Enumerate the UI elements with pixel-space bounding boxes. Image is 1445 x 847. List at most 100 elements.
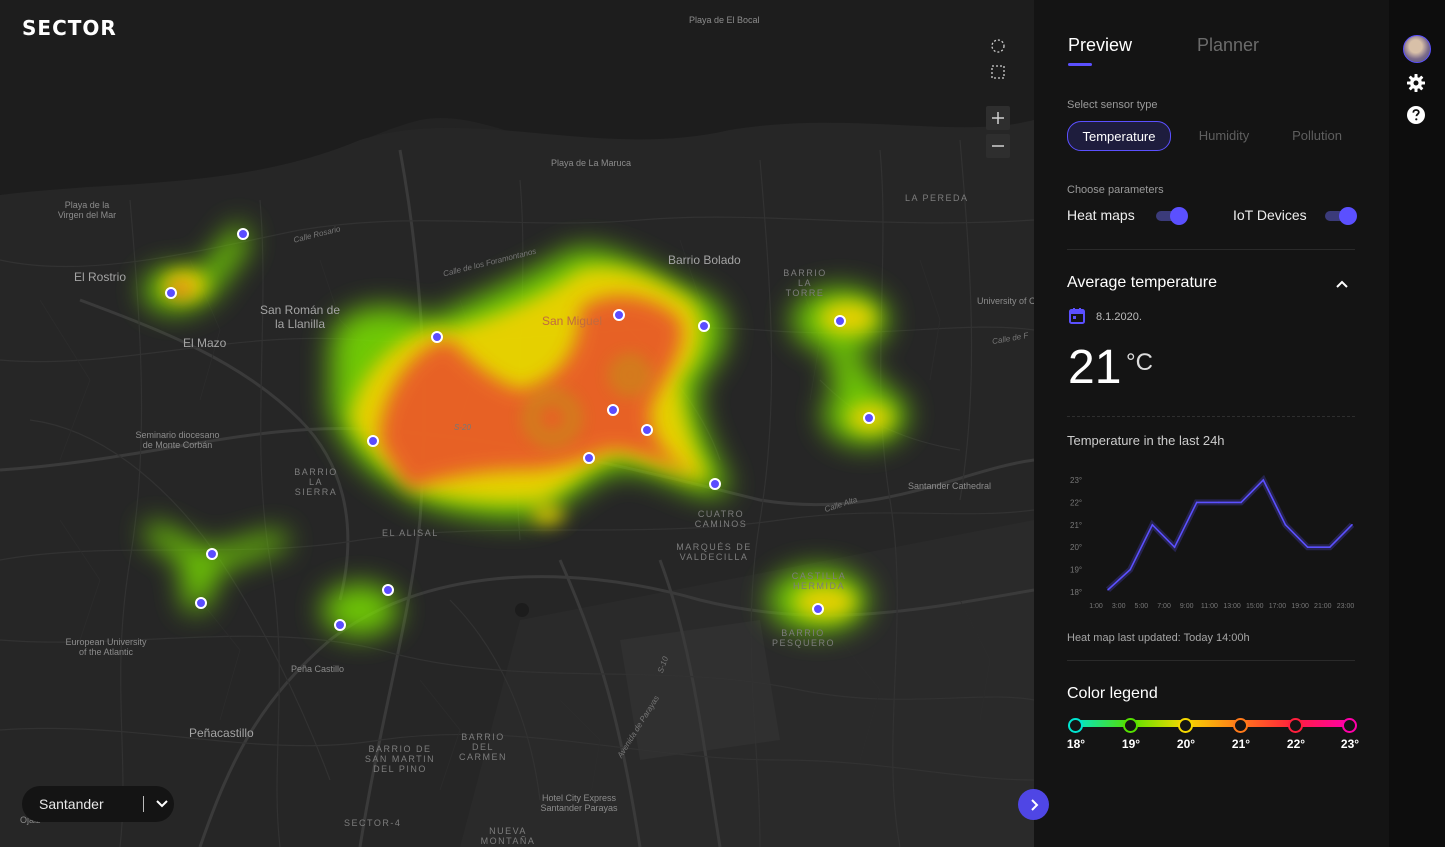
legend-stop	[1233, 718, 1248, 733]
x-tick-label: 11:00	[1201, 603, 1218, 610]
legend-label: 19°	[1121, 737, 1141, 751]
iot-device-marker[interactable]	[698, 320, 710, 332]
map-label: Ojaiz	[20, 815, 41, 825]
map-label: BARRIO DEL CARMEN	[458, 732, 507, 762]
heat-map-updated: Heat map last updated: Today 14:00h	[1067, 632, 1250, 644]
sensor-pollution-button[interactable]: Pollution	[1292, 127, 1342, 143]
temperature-unit: °C	[1126, 349, 1153, 376]
tab-preview[interactable]: Preview	[1068, 35, 1133, 55]
data-point	[1151, 524, 1154, 526]
map-label: El Mazo	[183, 336, 227, 350]
map-label: Hotel City Express Santander Parayas	[540, 793, 618, 813]
iot-devices-label: IoT Devices	[1233, 207, 1307, 223]
iot-device-marker[interactable]	[237, 228, 249, 240]
street-label: S-20	[454, 423, 471, 432]
zoom-in-icon[interactable]	[986, 106, 1010, 130]
series-line-glow	[1105, 474, 1355, 592]
brand-logo: SECTOR	[22, 16, 117, 40]
iot-device-marker[interactable]	[382, 584, 394, 596]
divider	[1067, 416, 1355, 417]
iot-device-marker[interactable]	[334, 619, 346, 631]
x-tick-label: 3:00	[1112, 603, 1126, 610]
x-tick-label: 5:00	[1135, 603, 1149, 610]
map-label: University of C	[977, 296, 1034, 306]
legend-stop	[1288, 718, 1303, 733]
iot-device-marker[interactable]	[613, 309, 625, 321]
chevron-down-icon[interactable]	[150, 792, 174, 816]
zoom-out-icon[interactable]	[986, 134, 1010, 158]
iot-device-marker[interactable]	[641, 424, 653, 436]
map-label: El Rostrio	[74, 270, 127, 284]
average-temperature-title: Average temperature	[1067, 274, 1218, 291]
legend-label: 22°	[1286, 737, 1306, 751]
legend-label: 23°	[1340, 737, 1360, 751]
y-tick-label: 22°	[1070, 498, 1082, 507]
gear-icon[interactable]	[1404, 71, 1428, 95]
y-tick-label: 23°	[1070, 476, 1082, 485]
iot-device-marker[interactable]	[165, 287, 177, 299]
map-label: Playa de la Virgen del Mar	[57, 200, 117, 220]
map-label: BARRIO LA TORRE	[783, 268, 827, 298]
iot-device-marker[interactable]	[583, 452, 595, 464]
data-point	[1173, 546, 1176, 548]
x-tick-label: 15:00	[1246, 603, 1264, 610]
temperature-chart: 18° 19° 20° 21° 22° 23° 1:00 3:00 5:00 7:00 9:00 11…	[1070, 474, 1355, 610]
iot-device-marker[interactable]	[863, 412, 875, 424]
city-select-value: Santander	[39, 796, 104, 812]
divider	[1067, 660, 1355, 661]
map-label: EL ALISAL	[382, 528, 439, 538]
y-tick-label: 20°	[1070, 543, 1082, 552]
map-label: Seminario diocesano de Monte Corbán	[135, 430, 220, 450]
avatar[interactable]	[1403, 35, 1431, 63]
map-label: CASTILLA HERMIDA	[791, 571, 847, 591]
right-toolbar	[1389, 0, 1445, 847]
iot-device-marker[interactable]	[206, 548, 218, 560]
lasso-select-icon[interactable]	[986, 34, 1010, 58]
color-legend-bar	[1074, 720, 1349, 727]
legend-stop	[1068, 718, 1083, 733]
divider	[143, 796, 144, 812]
heat-maps-toggle[interactable]	[1156, 207, 1188, 225]
color-legend-title: Color legend	[1067, 685, 1158, 702]
chevron-up-icon[interactable]	[1335, 276, 1353, 290]
collapse-panel-button[interactable]	[1018, 789, 1049, 820]
data-point	[1329, 546, 1331, 548]
iot-device-marker[interactable]	[834, 315, 846, 327]
x-tick-label: 23:00	[1337, 603, 1355, 610]
iot-device-marker[interactable]	[709, 478, 721, 490]
iot-devices-toggle[interactable]	[1325, 207, 1357, 225]
map-label: European University of the Atlantic	[65, 637, 147, 657]
sensor-temperature-button[interactable]: Temperature	[1067, 121, 1171, 151]
iot-device-marker[interactable]	[812, 603, 824, 615]
map-label: CUATRO CAMINOS	[694, 509, 748, 529]
help-icon[interactable]	[1404, 103, 1428, 127]
map-label: Playa de La Maruca	[551, 158, 632, 168]
data-point	[1351, 524, 1353, 526]
iot-device-marker[interactable]	[367, 435, 379, 447]
map-view[interactable]: Playa de El Bocal Playa de La Maruca Pla…	[0, 0, 1034, 847]
data-point	[1240, 501, 1242, 504]
data-point	[1262, 479, 1265, 481]
chevron-right-icon	[1030, 798, 1038, 811]
map-label: Playa de El Bocal	[689, 15, 760, 25]
sensor-type-label: Select sensor type	[1067, 99, 1158, 111]
data-point	[1284, 524, 1287, 526]
city-select[interactable]: Santander	[22, 786, 174, 822]
tab-planner[interactable]: Planner	[1197, 35, 1260, 55]
legend-label: 20°	[1176, 737, 1196, 751]
legend-stop	[1342, 718, 1357, 733]
y-tick-label: 19°	[1070, 566, 1082, 575]
side-panel: Preview Planner Select sensor type Tempe…	[1034, 0, 1389, 847]
map-label: BARRIO PESQUERO	[772, 628, 836, 648]
x-tick-label: 13:00	[1223, 603, 1241, 610]
x-tick-label: 9:00	[1180, 603, 1194, 610]
iot-device-marker[interactable]	[431, 331, 443, 343]
rect-select-icon[interactable]	[986, 60, 1010, 84]
parameters-label: Choose parameters	[1067, 184, 1164, 196]
map-label: BARRIO DE SAN MARTIN DEL PINO	[364, 744, 436, 774]
divider	[1067, 249, 1355, 250]
x-tick-label: 1:00	[1089, 603, 1103, 610]
sensor-humidity-button[interactable]: Humidity	[1198, 127, 1250, 143]
iot-device-marker[interactable]	[195, 597, 207, 609]
iot-device-marker[interactable]	[607, 404, 619, 416]
